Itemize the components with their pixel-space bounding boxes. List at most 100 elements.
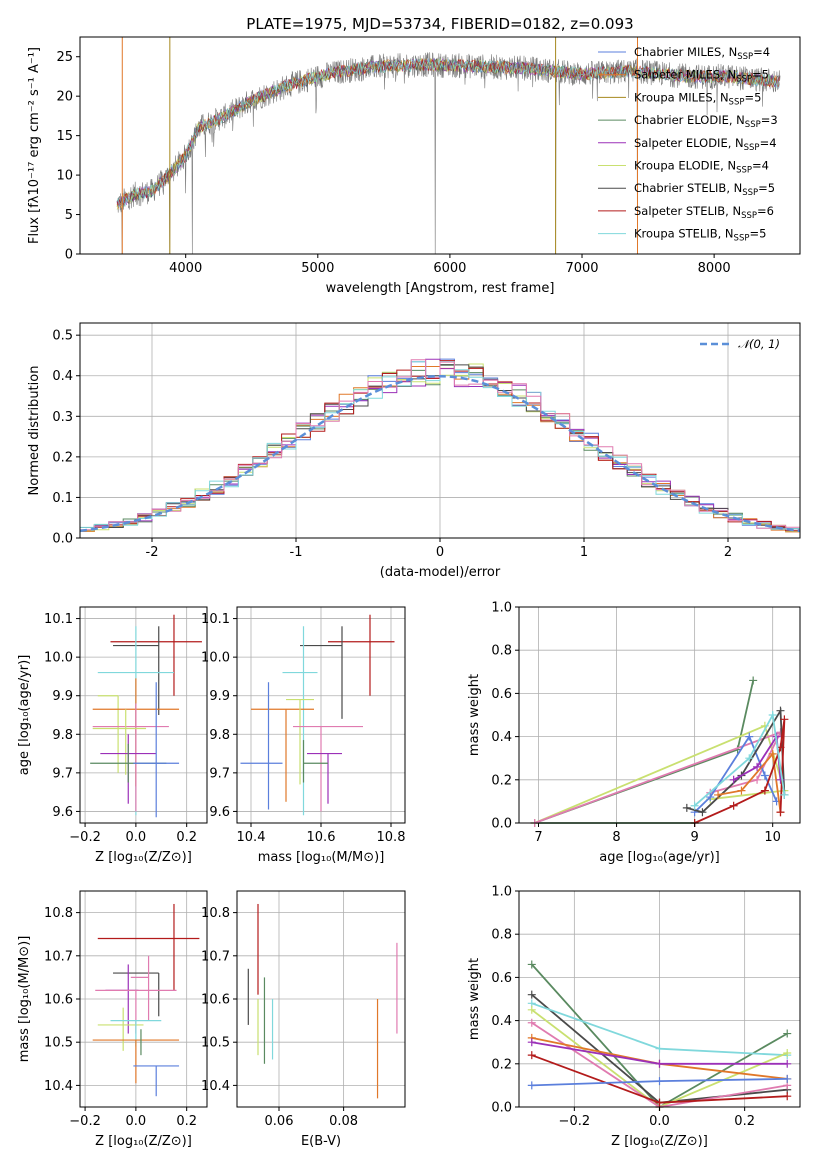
y-tick-label: 0.8 (491, 644, 512, 659)
x-tick-label: 0.0 (649, 1114, 670, 1129)
weight-marker (768, 711, 777, 719)
y-tick-label: 0.4 (491, 730, 512, 745)
x-tick-label: 0 (436, 545, 444, 560)
x-tick-label: 5000 (301, 261, 334, 276)
weight-marker (776, 808, 785, 817)
legend-subscript: SSP (745, 120, 761, 130)
legend-entry: Salpeter STELIB, NSSP=6 (634, 204, 774, 221)
legend-entry: Chabrier MILES, NSSP=4 (634, 45, 770, 62)
y-tick-label: 1.0 (491, 601, 512, 616)
y-tick-label: 0.5 (52, 329, 73, 344)
weight-marker (760, 771, 769, 780)
legend-subscript: SSP (736, 75, 752, 85)
legend-subscript: SSP (742, 188, 758, 198)
model-spectrum-line (116, 58, 780, 208)
y-tick-label: 25 (56, 50, 73, 65)
y-tick-label: 9.8 (209, 728, 230, 743)
y-tick-label: 10.6 (44, 993, 73, 1008)
y-tick-label: 0.2 (491, 1057, 512, 1072)
x-tick-label: 8 (612, 830, 620, 845)
residual-histogram-chart: -2 -1 0 1 2 0.0 0.1 0.2 0.3 0.4 0.5 (data-model)/er… (27, 322, 801, 580)
legend-count: =5 (752, 68, 769, 82)
y-tick-label: 10.5 (44, 1036, 73, 1051)
mass-vs-ebv-chart: 0.06 0.08 10.4 10.5 10.6 10.7 10.8 E(B-V) (201, 890, 406, 1149)
y-tick-label: 0.2 (52, 450, 73, 465)
age-vs-mass-chart: 10.4 10.6 10.8 9.6 9.7 9.8 9.9 10.0 10.1 mass [lo… (201, 606, 406, 865)
legend-entry: Salpeter MILES, NSSP=5 (634, 68, 769, 85)
x-axis-label: age [log₁₀(age/yr)] (599, 850, 720, 865)
x-axis-label: Z [log₁₀(Z/Z⊙)] (95, 1134, 192, 1149)
age-vs-metallicity-chart: −0.2 0.0 0.2 9.6 9.7 9.8 9.9 10.0 10.1 Z [log₁₀(Z… (17, 606, 208, 865)
legend-label: Salpeter ELODIE, N (634, 136, 744, 150)
y-tick-label: 9.9 (209, 689, 230, 704)
y-tick-label: 0.4 (52, 369, 73, 384)
weight-marker (737, 786, 746, 795)
legend-subscript: SSP (729, 97, 745, 107)
axes-frame (79, 606, 208, 824)
legend-subscript: SSP (736, 166, 752, 176)
x-tick-label: 2 (724, 545, 732, 560)
y-tick-label: 5 (65, 208, 73, 223)
mass-vs-metallicity-chart: −0.2 0.0 0.2 10.4 10.5 10.6 10.7 10.8 Z [log₁₀(Z… (17, 890, 208, 1149)
model-spectrum-line (116, 58, 780, 207)
y-tick-label: 10.0 (201, 651, 230, 666)
x-axis-label: mass [log₁₀(M/M⊙)] (258, 850, 385, 865)
y-axis-label: Flux [fλ10⁻¹⁷ erg cm⁻² s⁻¹ A⁻¹] (27, 47, 42, 244)
weight-marker (753, 775, 762, 784)
legend-label: Chabrier STELIB, N (634, 181, 742, 195)
y-tick-label: 10.8 (201, 906, 230, 921)
x-tick-label: 10.8 (377, 830, 406, 845)
weight-marker (776, 706, 785, 715)
y-axis-label: age [log₁₀(age/yr)] (17, 655, 32, 776)
weight-line (534, 730, 783, 824)
legend-label: Kroupa STELIB, N (634, 227, 734, 241)
weight-marker (527, 960, 536, 969)
legend-count: =5 (749, 227, 766, 241)
x-tick-label: −0.2 (69, 1114, 101, 1129)
y-tick-label: 0.4 (491, 1014, 512, 1029)
x-tick-label: 9 (690, 830, 698, 845)
y-tick-label: 9.7 (209, 766, 230, 781)
weight-marker (783, 1092, 792, 1101)
weight-marker (749, 676, 758, 685)
y-tick-label: 10 (56, 169, 73, 184)
weight-marker (655, 1077, 664, 1086)
weight-marker (698, 808, 707, 817)
axes-frame (79, 36, 801, 255)
x-tick-label: 0.2 (176, 830, 197, 845)
legend-count: =4 (753, 45, 770, 59)
weight-marker (768, 749, 777, 758)
weight-marker (780, 790, 789, 799)
y-tick-label: 1.0 (491, 885, 512, 900)
weight-marker (783, 1029, 792, 1038)
weight-marker (682, 803, 691, 812)
legend-label: 𝒩(0, 1) (738, 337, 780, 351)
y-tick-label: 9.7 (52, 766, 73, 781)
y-tick-label: 10.6 (201, 993, 230, 1008)
legend-count: =6 (757, 204, 774, 218)
legend-label: Kroupa MILES, N (634, 90, 729, 104)
y-tick-label: 0.1 (52, 491, 73, 506)
y-tick-label: 15 (56, 129, 73, 144)
legend-label: Chabrier ELODIE, N (634, 113, 745, 127)
legend-entry: Kroupa MILES, NSSP=5 (634, 90, 761, 107)
x-tick-label: -2 (146, 545, 159, 560)
legend-count: =4 (760, 136, 777, 150)
weight-marker (745, 732, 754, 741)
weight-marker (729, 801, 738, 810)
observed-spectrum-line (116, 52, 781, 255)
y-tick-label: 0 (65, 248, 73, 263)
weight-vs-age-chart: 7 8 9 10 0.0 0.2 0.4 0.6 0.8 1.0 age [log₁₀(age/yr… (467, 601, 801, 865)
y-tick-label: 0.8 (491, 928, 512, 943)
y-tick-label: 10.5 (201, 1036, 230, 1051)
y-tick-label: 9.9 (52, 689, 73, 704)
y-tick-label: 0.0 (491, 1101, 512, 1116)
x-tick-label: 0.08 (329, 1114, 358, 1129)
y-tick-label: 10.7 (201, 949, 230, 964)
weight-marker (783, 1059, 792, 1068)
legend-subscript: SSP (737, 52, 753, 62)
x-axis-label: (data-model)/error (380, 565, 501, 580)
legend-count: =5 (744, 90, 761, 104)
y-tick-label: 10.1 (201, 612, 230, 627)
